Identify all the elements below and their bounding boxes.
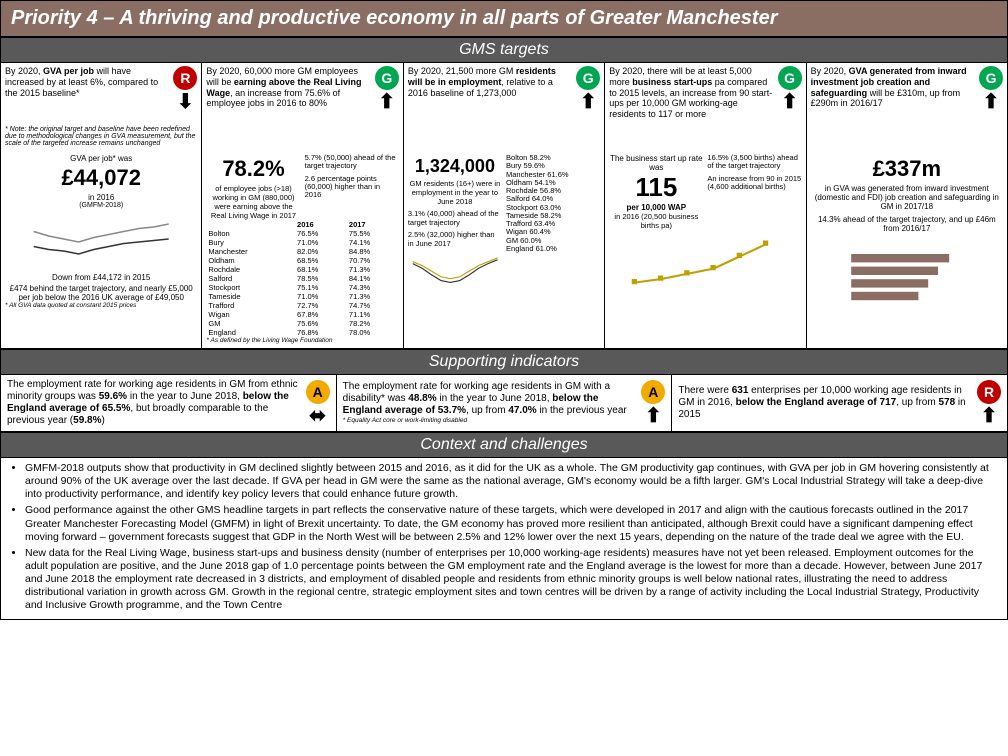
context-item: New data for the Real Living Wage, busin… — [25, 547, 999, 613]
targets-details-row: GVA per job* was £44,072 in 2016 (GMFM-2… — [0, 150, 1008, 349]
inward-chart — [811, 233, 1003, 303]
detail-rlw: 78.2% of employee jobs (>18) working in … — [202, 150, 403, 348]
rlw-table: 20162017Bolton76.5%75.5%Bury71.0%74.1%Ma… — [206, 220, 398, 337]
context-item: Good performance against the other GMS h… — [25, 504, 999, 543]
supporting-1: The employment rate for working age resi… — [337, 375, 673, 431]
rag-indicator: R — [977, 380, 1001, 404]
section-supporting: Supporting indicators — [0, 349, 1008, 375]
rag-indicator: A — [306, 380, 330, 404]
context-block: GMFM-2018 outputs show that productivity… — [0, 458, 1008, 620]
trend-arrow-icon: ⬆ — [378, 92, 395, 112]
rag-indicator: G — [576, 66, 600, 90]
trend-arrow-icon: ⬆ — [781, 92, 798, 112]
detail-inward: £337m in GVA was generated from inward i… — [807, 150, 1007, 348]
target-header-0: By 2020, GVA per job will have increased… — [1, 63, 202, 150]
rag-indicator: G — [979, 66, 1003, 90]
rag-indicator: G — [375, 66, 399, 90]
target-header-2: By 2020, 21,500 more GM residents will b… — [404, 63, 605, 150]
trend-arrow-icon: ⬌ — [309, 406, 326, 426]
trend-arrow-icon: ⬆ — [981, 406, 998, 426]
detail-startups: The business start up rate was 115 per 1… — [605, 150, 806, 348]
target-header-3: By 2020, there will be at least 5,000 mo… — [605, 63, 806, 150]
rag-indicator: R — [173, 66, 197, 90]
trend-arrow-icon: ⬇ — [177, 92, 194, 112]
rag-indicator: G — [778, 66, 802, 90]
section-targets: GMS targets — [0, 37, 1008, 63]
detail-employment: 1,324,000 GM residents (16+) were in emp… — [404, 150, 605, 348]
page-title: Priority 4 – A thriving and productive e… — [0, 0, 1008, 37]
detail-gva: GVA per job* was £44,072 in 2016 (GMFM-2… — [1, 150, 202, 348]
supporting-row: The employment rate for working age resi… — [0, 375, 1008, 432]
rag-indicator: A — [641, 380, 665, 404]
supporting-0: The employment rate for working age resi… — [1, 375, 337, 431]
target-header-1: By 2020, 60,000 more GM employees will b… — [202, 63, 403, 150]
gva-chart — [5, 209, 197, 269]
trend-arrow-icon: ⬆ — [983, 92, 1000, 112]
trend-arrow-icon: ⬆ — [580, 92, 597, 112]
trend-arrow-icon: ⬆ — [645, 406, 662, 426]
target-header-4: By 2020, GVA generated from inward inves… — [807, 63, 1007, 150]
employment-chart — [408, 248, 502, 298]
targets-header-row: By 2020, GVA per job will have increased… — [0, 63, 1008, 150]
supporting-2: There were 631 enterprises per 10,000 wo… — [672, 375, 1007, 431]
section-context: Context and challenges — [0, 432, 1008, 458]
context-item: GMFM-2018 outputs show that productivity… — [25, 462, 999, 501]
startups-chart — [609, 230, 801, 300]
